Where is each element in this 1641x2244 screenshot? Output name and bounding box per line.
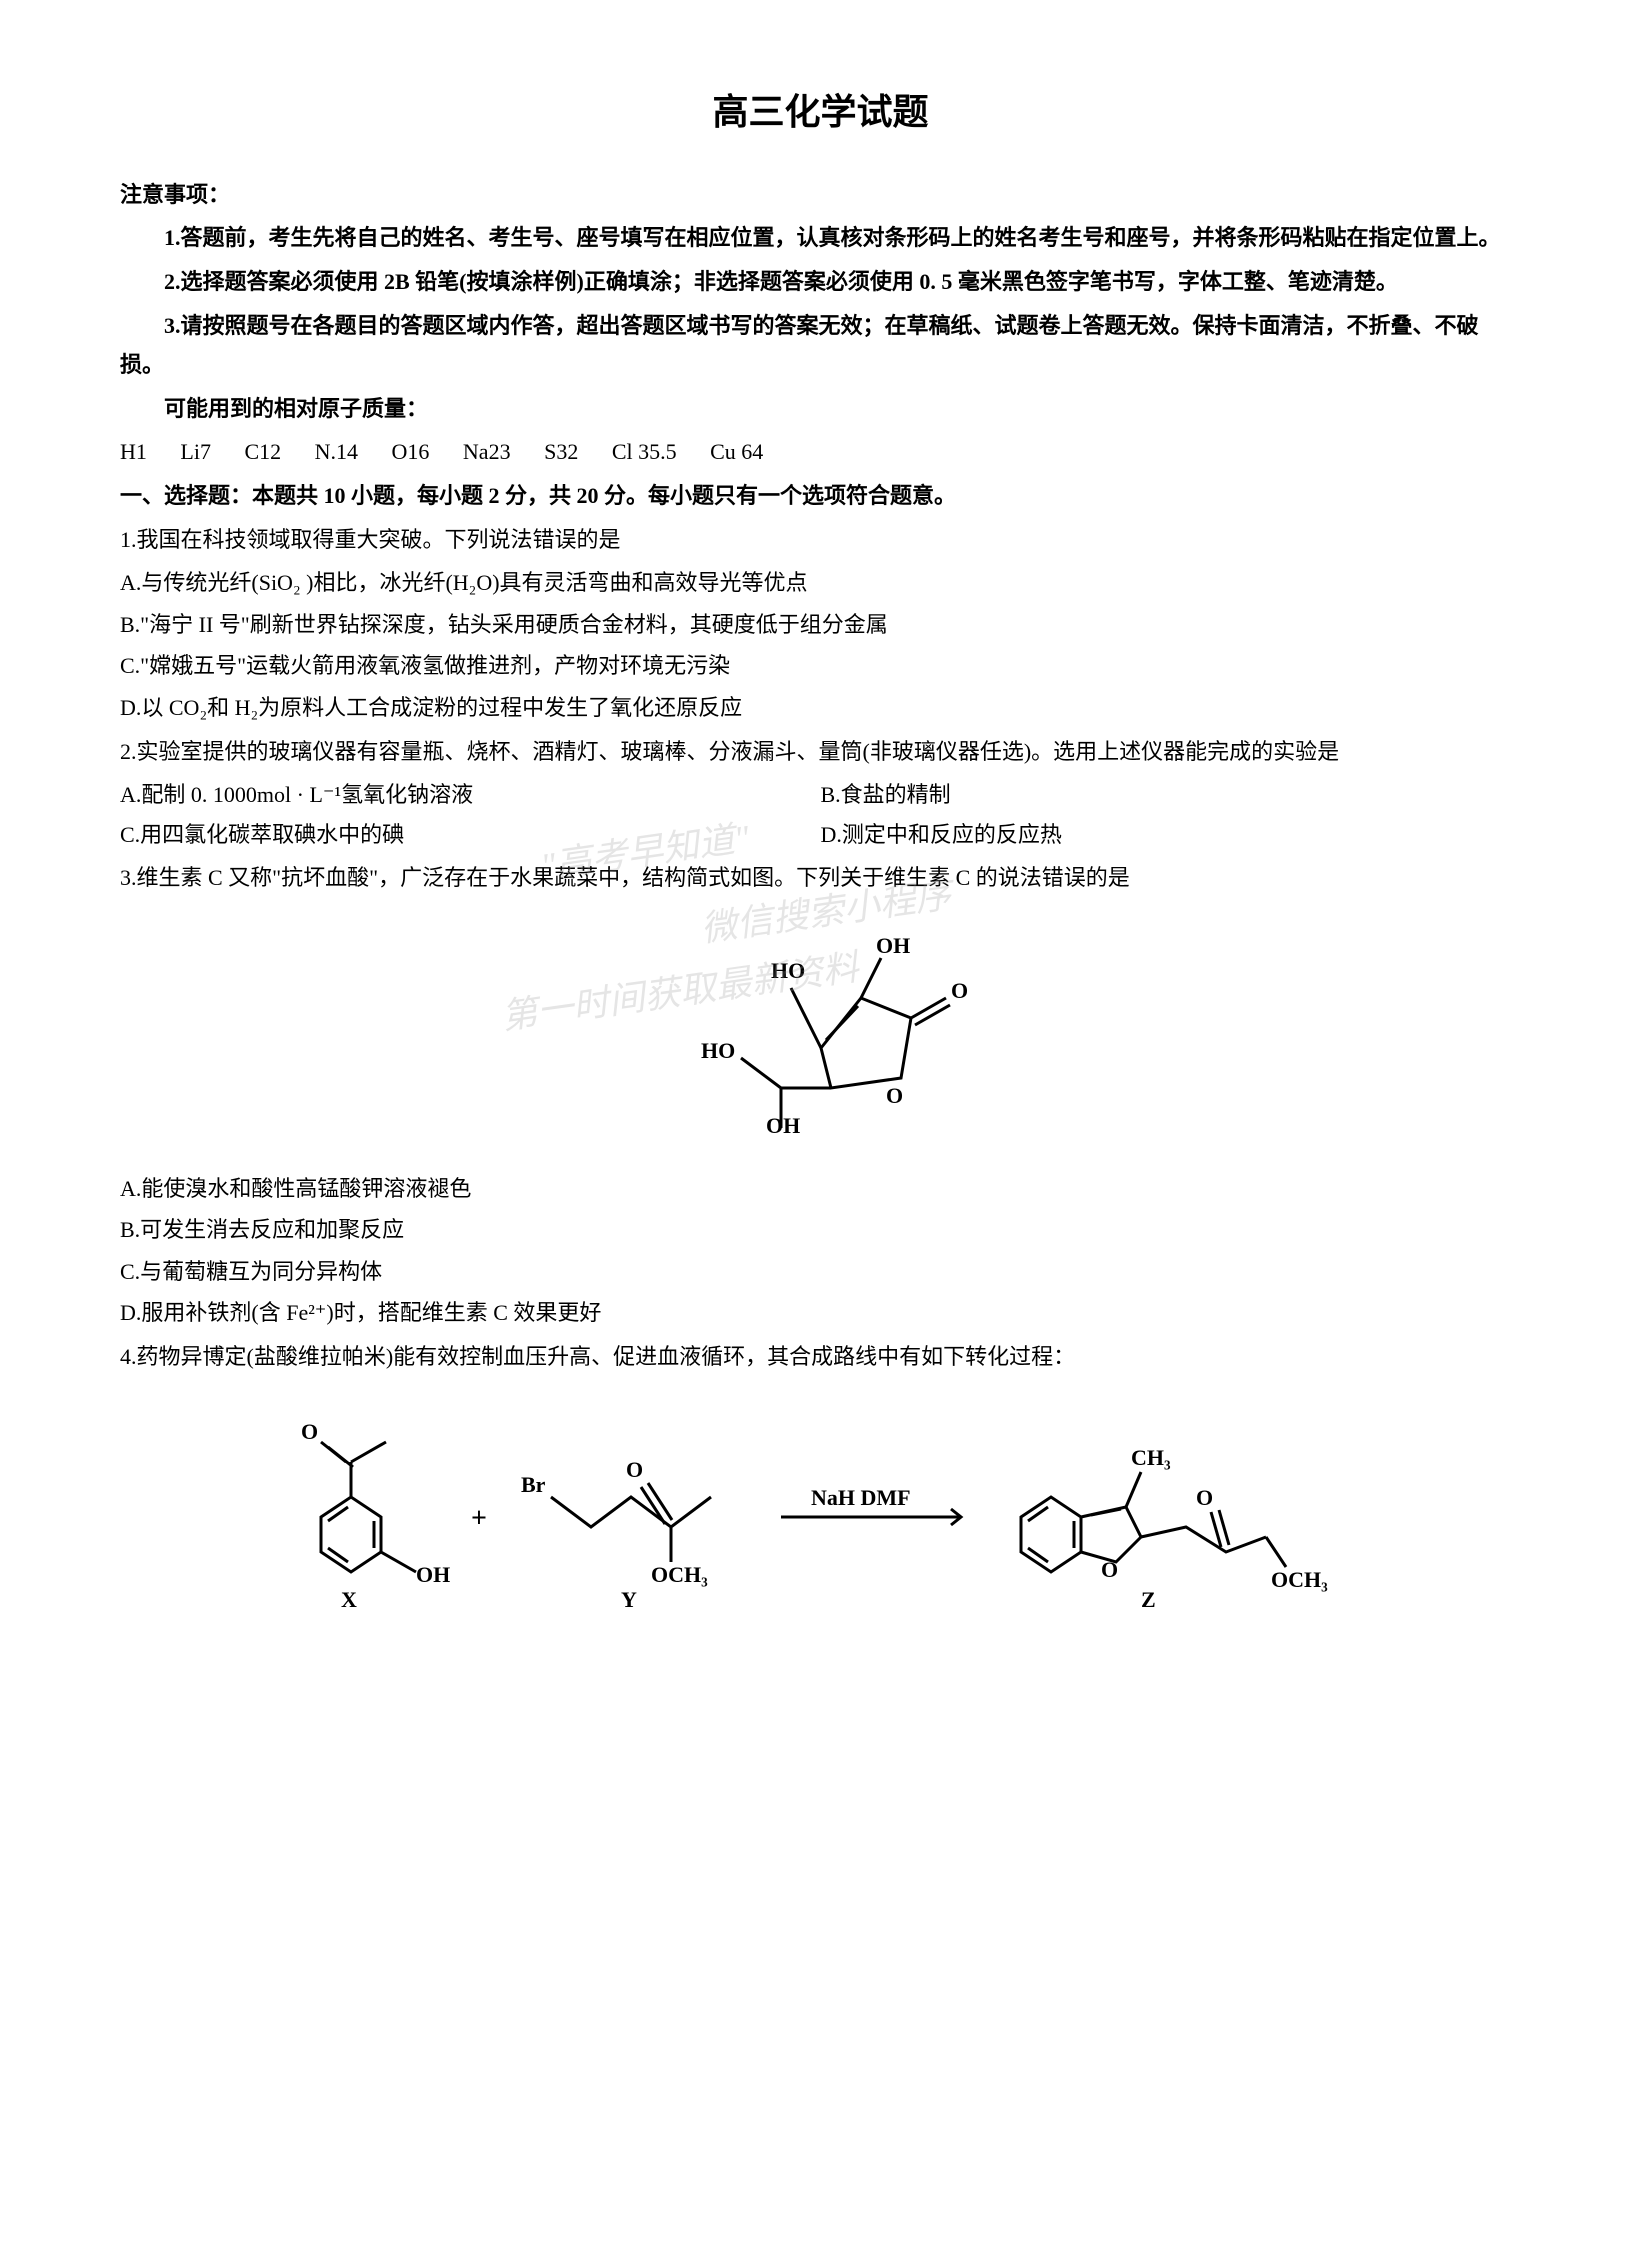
q1-opt-b: B."海宁 II 号"刷新世界钻探深度，钻头采用硬质合金材料，其硬度低于组分金属 [120, 605, 1521, 645]
x-o-label: O [301, 1419, 318, 1444]
q1-opt-a: A.与传统光纤(SiO₂ )相比，冰光纤(H₂O)具有灵活弯曲和高效导光等优点 [120, 563, 1521, 603]
y-label: Y [621, 1587, 637, 1612]
label-oh-top: OH [876, 933, 910, 958]
reaction-scheme: O OH X + Br O OCH₃ Y [221, 1397, 1421, 1617]
q2-opt-b: B.食盐的精制 [821, 775, 1522, 815]
exam-title: 高三化学试题 [120, 80, 1521, 145]
vitamin-c-structure: HO OH O O HO OH [651, 918, 991, 1138]
x-oh-label: OH [416, 1562, 450, 1587]
q3-molecule-figure: HO OH O O HO OH [120, 918, 1521, 1149]
mass-c: C12 [244, 439, 281, 464]
mass-cl: Cl 35.5 [612, 439, 677, 464]
mass-na: Na23 [463, 439, 511, 464]
x-label: X [341, 1587, 357, 1612]
notice-item-2: 2.选择题答案必须使用 2B 铅笔(按填涂样例)正确填涂；非选择题答案必须使用 … [120, 262, 1521, 302]
y-och3-label: OCH₃ [651, 1562, 708, 1587]
mass-s: S32 [544, 439, 578, 464]
q3-opt-c: C.与葡萄糖互为同分异构体 [120, 1252, 1521, 1292]
q2-opt-a: A.配制 0. 1000mol · L⁻¹氢氧化钠溶液 [120, 775, 821, 815]
q2-opt-d: D.测定中和反应的反应热 [821, 815, 1522, 855]
atomic-mass-header: 可能用到的相对原子质量： [120, 389, 1521, 429]
q4-stem: 4.药物异博定(盐酸维拉帕米)能有效控制血压升高、促进血液循环，其合成路线中有如… [120, 1337, 1521, 1377]
mass-cu: Cu 64 [710, 439, 763, 464]
mass-o: O16 [392, 439, 430, 464]
z-label: Z [1141, 1587, 1156, 1612]
notice-item-1: 1.答题前，考生先将自己的姓名、考生号、座号填写在相应位置，认真核对条形码上的姓… [120, 218, 1521, 258]
y-br-label: Br [521, 1472, 546, 1497]
z-ch3-label: CH₃ [1131, 1445, 1171, 1470]
z-och3-label: OCH₃ [1271, 1567, 1328, 1592]
label-ho-side: HO [701, 1038, 735, 1063]
q3-opt-b: B.可发生消去反应和加聚反应 [120, 1210, 1521, 1250]
notice-item-3: 3.请按照题号在各题目的答题区域内作答，超出答题区域书写的答案无效；在草稿纸、试… [120, 306, 1521, 385]
atomic-mass-list: H1 Li7 C12 N.14 O16 Na23 S32 Cl 35.5 Cu … [120, 432, 1521, 472]
label-ho-top: HO [771, 958, 805, 983]
mass-n: N.14 [315, 439, 358, 464]
mass-h: H1 [120, 439, 147, 464]
q3-opt-a: A.能使溴水和酸性高锰酸钾溶液褪色 [120, 1169, 1521, 1209]
q2-opt-c: C.用四氯化碳萃取碘水中的碘 [120, 815, 821, 855]
q2-stem: 2.实验室提供的玻璃仪器有容量瓶、烧杯、酒精灯、玻璃棒、分液漏斗、量筒(非玻璃仪… [120, 732, 1521, 772]
section1-header: 一、选择题：本题共 10 小题，每小题 2 分，共 20 分。每小题只有一个选项… [120, 476, 1521, 516]
reagents-label: NaH DMF [811, 1485, 911, 1510]
label-oh-bottom: OH [766, 1113, 800, 1138]
q1-stem: 1.我国在科技领域取得重大突破。下列说法错误的是 [120, 520, 1521, 560]
q3-opt-d: D.服用补铁剂(含 Fe²⁺)时，搭配维生素 C 效果更好 [120, 1293, 1521, 1333]
z-o-carbonyl-label: O [1196, 1485, 1213, 1510]
notice-header: 注意事项： [120, 175, 1521, 215]
q4-reaction-figure: O OH X + Br O OCH₃ Y [120, 1397, 1521, 1628]
label-o-carbonyl: O [951, 978, 968, 1003]
plus-sign: + [471, 1503, 487, 1534]
q1-opt-c: C."嫦娥五号"运载火箭用液氧液氢做推进剂，产物对环境无污染 [120, 646, 1521, 686]
z-o-ring-label: O [1101, 1557, 1118, 1582]
page-content: "高考早知道" 微信搜索小程序 第一时间获取最新资料 高三化学试题 注意事项： … [120, 80, 1521, 1627]
label-o-ring: O [886, 1083, 903, 1108]
q3-stem: 3.维生素 C 又称"抗坏血酸"，广泛存在于水果蔬菜中，结构简式如图。下列关于维… [120, 858, 1521, 898]
y-o-label: O [626, 1457, 643, 1482]
mass-li: Li7 [180, 439, 211, 464]
q1-opt-d: D.以 CO₂和 H₂为原料人工合成淀粉的过程中发生了氧化还原反应 [120, 688, 1521, 728]
